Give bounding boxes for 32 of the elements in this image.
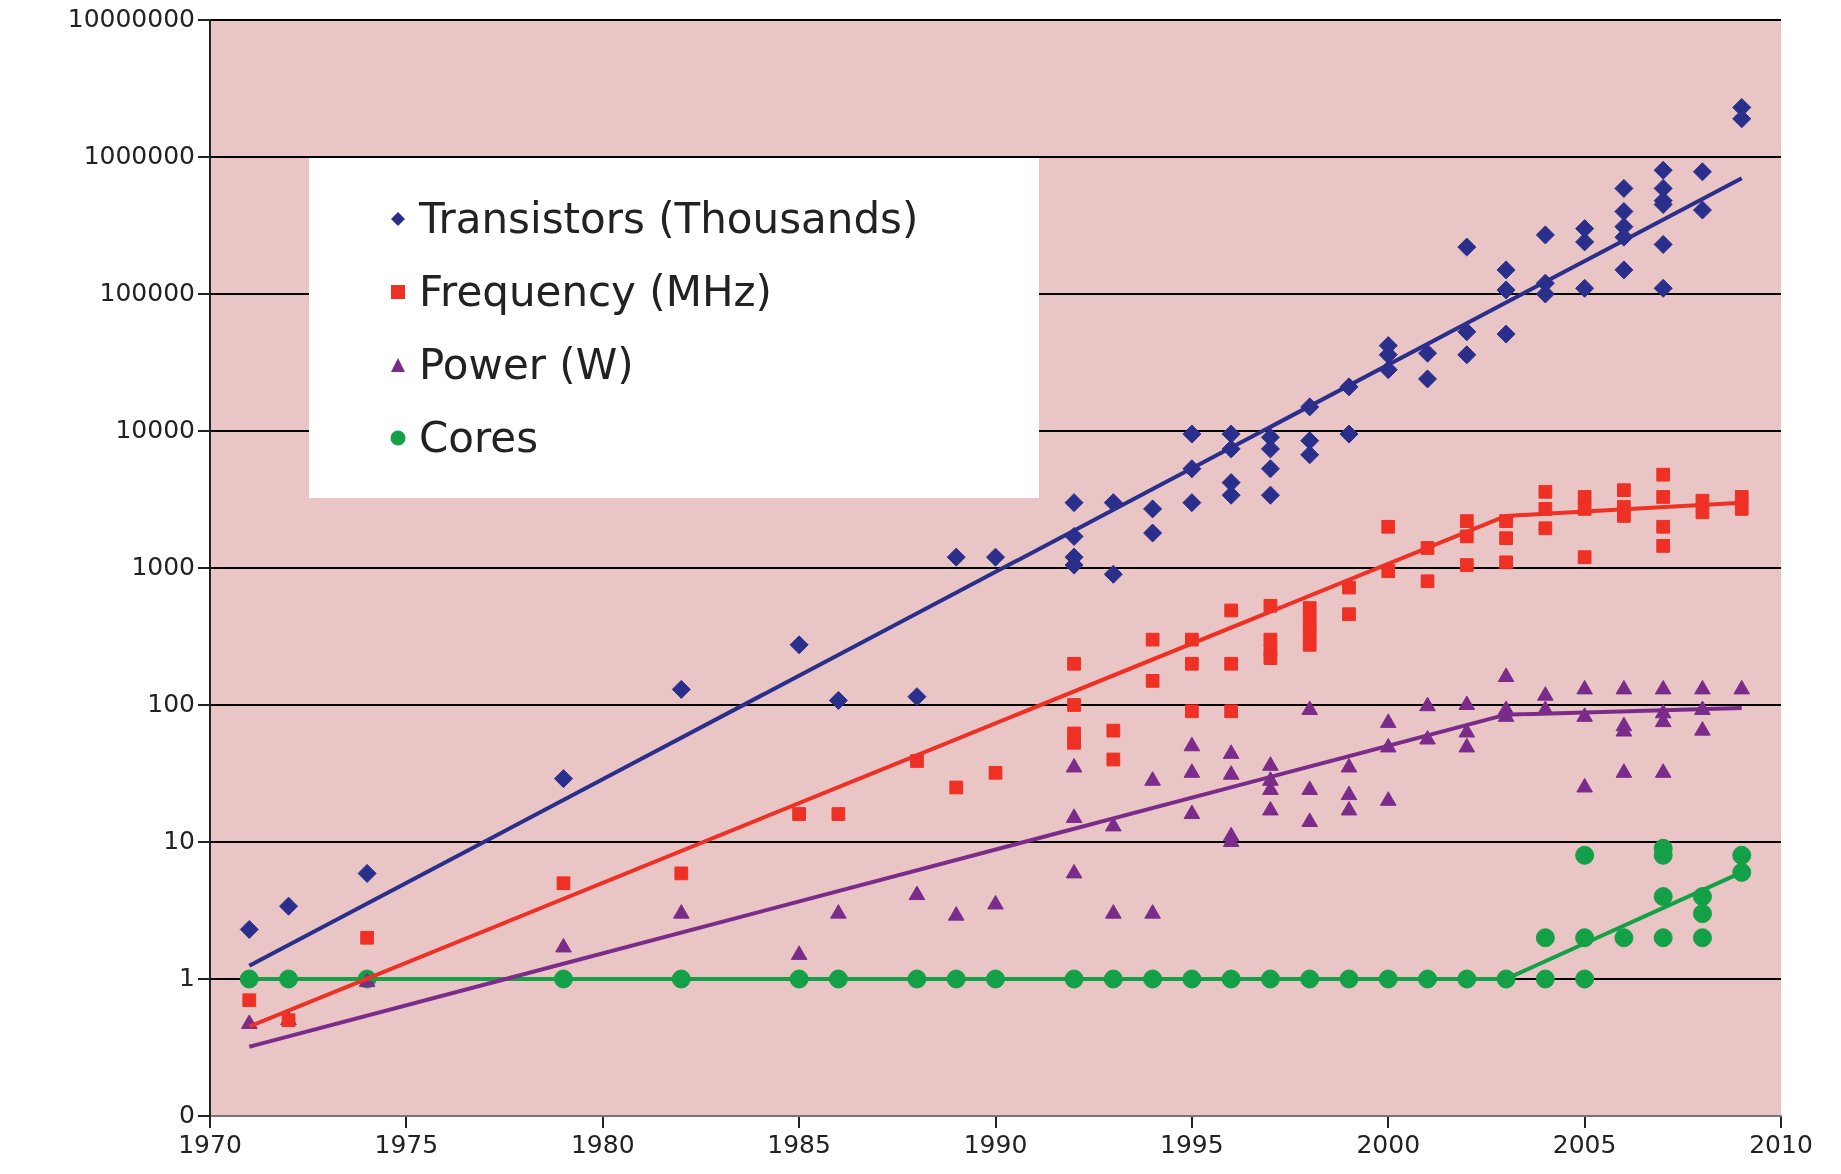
y-tick-label: 1000000 xyxy=(83,140,195,170)
y-tick-label: 100 xyxy=(147,688,195,718)
y-tick-label: 10000000 xyxy=(67,3,195,33)
point xyxy=(1732,845,1752,865)
point xyxy=(1692,904,1712,924)
y-tick-label: 1 xyxy=(179,962,195,992)
legend-label: Power (W) xyxy=(419,340,634,389)
legend-label: Frequency (MHz) xyxy=(419,267,772,316)
y-tick-label: 10000 xyxy=(115,414,195,444)
point xyxy=(1653,928,1673,948)
point xyxy=(1692,928,1712,948)
x-tick-label: 1975 xyxy=(374,1129,439,1159)
point xyxy=(1575,969,1595,989)
y-tick-label: 0 xyxy=(179,1099,195,1129)
x-tick-label: 2010 xyxy=(1749,1129,1813,1159)
point xyxy=(1535,928,1555,948)
point xyxy=(1535,969,1555,989)
legend-label: Cores xyxy=(419,413,539,462)
x-tick-label: 1980 xyxy=(570,1129,635,1159)
y-tick-label: 1000 xyxy=(131,551,195,581)
x-tick-label: 1995 xyxy=(1160,1129,1224,1159)
x-tick-label: 1985 xyxy=(767,1129,831,1159)
y-tick-label: 100000 xyxy=(99,277,195,307)
point xyxy=(1575,845,1595,865)
x-tick-label: 1990 xyxy=(963,1129,1028,1159)
x-tick-label: 2005 xyxy=(1552,1129,1617,1159)
x-tick-label: 1970 xyxy=(178,1129,242,1159)
legend-label: Transistors (Thousands) xyxy=(419,194,919,243)
point xyxy=(1614,928,1634,948)
x-tick-label: 2000 xyxy=(1356,1129,1421,1159)
y-tick-label: 10 xyxy=(163,825,195,855)
point xyxy=(1653,887,1673,907)
